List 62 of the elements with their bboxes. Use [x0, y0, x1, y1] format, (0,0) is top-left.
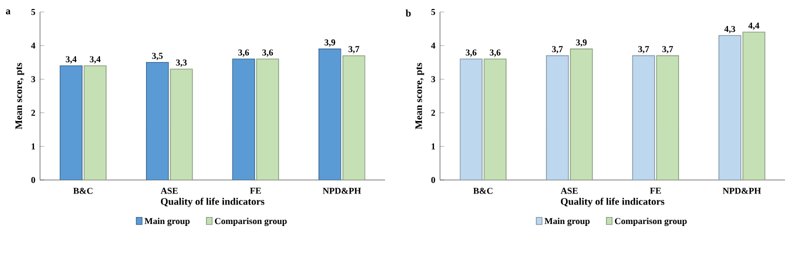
- data-label: 3,6: [490, 49, 500, 57]
- chart-title: a: [6, 10, 10, 14]
- y-tick-label: 5: [31, 9, 36, 15]
- bar: [570, 48, 593, 180]
- bar: [546, 55, 569, 180]
- bar: [718, 35, 742, 180]
- bar: [256, 58, 280, 180]
- data-label: 3,7: [552, 46, 563, 54]
- data-label: 4,4: [748, 22, 760, 30]
- x-tick-label: ASE: [560, 188, 578, 194]
- bar: [742, 32, 766, 180]
- data-label: 3,6: [238, 49, 249, 57]
- data-label: 4,3: [724, 26, 736, 34]
- y-tick-label: 0: [431, 176, 436, 184]
- x-tick-label: FE: [250, 188, 261, 194]
- legend-label: Comparison group: [614, 218, 687, 226]
- y-tick-label: 3: [431, 76, 436, 82]
- chart-title: b: [406, 10, 411, 17]
- x-tick-label: FE: [650, 188, 661, 194]
- y-axis-title: Mean score, pts: [415, 62, 424, 130]
- y-tick-label: 1: [432, 143, 435, 150]
- y-tick-label: 0: [31, 176, 36, 184]
- bar: [170, 68, 193, 180]
- x-axis-title: Quality of life indicators: [160, 198, 264, 207]
- x-tick-label: NPD&PH: [722, 188, 761, 194]
- data-label: 3,6: [466, 49, 476, 57]
- x-tick-label: ASE: [160, 188, 178, 194]
- data-label: 3,7: [638, 46, 650, 54]
- data-label: 3,9: [576, 39, 587, 47]
- bar: [84, 65, 107, 180]
- legend-label: Main group: [544, 218, 590, 226]
- data-label: 3,7: [662, 46, 674, 54]
- y-tick-label: 2: [31, 110, 36, 116]
- bar: [656, 55, 680, 180]
- bar: [232, 58, 256, 180]
- bar: [484, 58, 507, 180]
- data-label: 3,4: [90, 56, 101, 64]
- bar: [318, 48, 342, 180]
- bar: [460, 58, 483, 180]
- y-tick-label: 3: [31, 76, 36, 82]
- bar: [60, 65, 83, 180]
- data-label: 3,7: [348, 46, 360, 54]
- data-label: 3,4: [66, 56, 77, 64]
- data-label: 3,3: [176, 60, 187, 67]
- data-label: 3,9: [324, 39, 336, 47]
- y-tick-label: 4: [431, 42, 436, 49]
- y-tick-label: 4: [31, 42, 36, 49]
- bar: [632, 55, 656, 180]
- y-tick-label: 2: [431, 110, 436, 116]
- x-axis-title: Quality of life indicators: [560, 198, 664, 207]
- data-label: 3,6: [262, 49, 273, 57]
- bar: [342, 55, 366, 180]
- y-axis-title: Mean score, pts: [15, 62, 24, 130]
- x-tick-label: NPD&PH: [322, 188, 361, 194]
- y-tick-label: 1: [32, 143, 36, 150]
- legend-label: Comparison group: [214, 218, 287, 226]
- legend-label: Main group: [144, 218, 190, 226]
- x-tick-label: B&C: [473, 188, 492, 194]
- x-tick-label: B&C: [73, 188, 92, 194]
- bar: [146, 62, 169, 180]
- y-tick-label: 5: [431, 9, 436, 15]
- data-label: 3,5: [152, 52, 163, 60]
